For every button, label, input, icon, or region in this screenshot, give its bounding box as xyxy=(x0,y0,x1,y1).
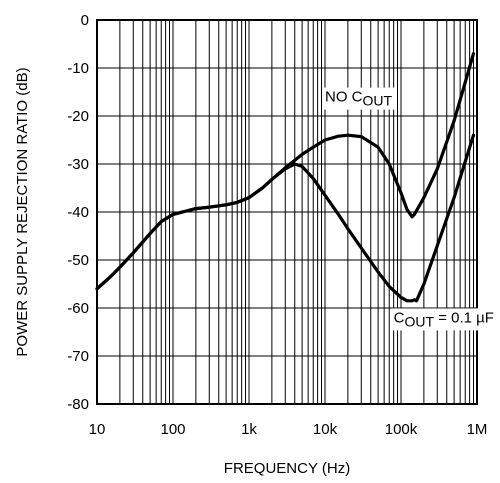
x-tick-label: 100k xyxy=(385,421,418,438)
annotation-background xyxy=(391,308,496,331)
x-tick-label: 100 xyxy=(160,421,185,438)
y-tick-label: 0 xyxy=(81,12,89,29)
y-tick-label: -10 xyxy=(67,60,89,77)
x-tick-label: 1M xyxy=(467,421,488,438)
y-tick-label: -60 xyxy=(67,300,89,317)
y-tick-labels: 0 -10 -20 -30 -40 -50 -60 -70 -80 xyxy=(67,12,89,413)
x-tick-label: 1k xyxy=(241,421,257,438)
x-axis-label: FREQUENCY (Hz) xyxy=(224,460,350,477)
series-line-2 xyxy=(95,133,476,303)
plot-frame xyxy=(96,19,478,405)
annotation-text: NO COUT xyxy=(325,89,393,109)
y-tick-label: -70 xyxy=(67,348,89,365)
y-tick-label: -30 xyxy=(67,156,89,173)
series-group xyxy=(95,51,476,303)
y-tick-label: -80 xyxy=(67,396,89,413)
x-tick-label: 10 xyxy=(89,421,106,438)
annotation-1: NO COUT xyxy=(323,87,395,110)
annotation-2: COUT = 0.1 µF xyxy=(391,308,496,331)
y-axis-label: POWER SUPPLY REJECTION RATIO (dB) xyxy=(14,67,31,356)
annotation-text: COUT = 0.1 µF xyxy=(394,309,494,329)
y-tick-label: -20 xyxy=(67,108,89,125)
grid xyxy=(97,20,477,404)
x-tick-labels: 10 100 1k 10k 100k 1M xyxy=(89,421,488,438)
x-tick-label: 10k xyxy=(313,421,338,438)
y-tick-label: -50 xyxy=(67,252,89,269)
annotation-background xyxy=(323,87,395,110)
y-tick-label: -40 xyxy=(67,204,89,221)
annotations: NO COUT COUT = 0.1 µF xyxy=(323,87,496,331)
